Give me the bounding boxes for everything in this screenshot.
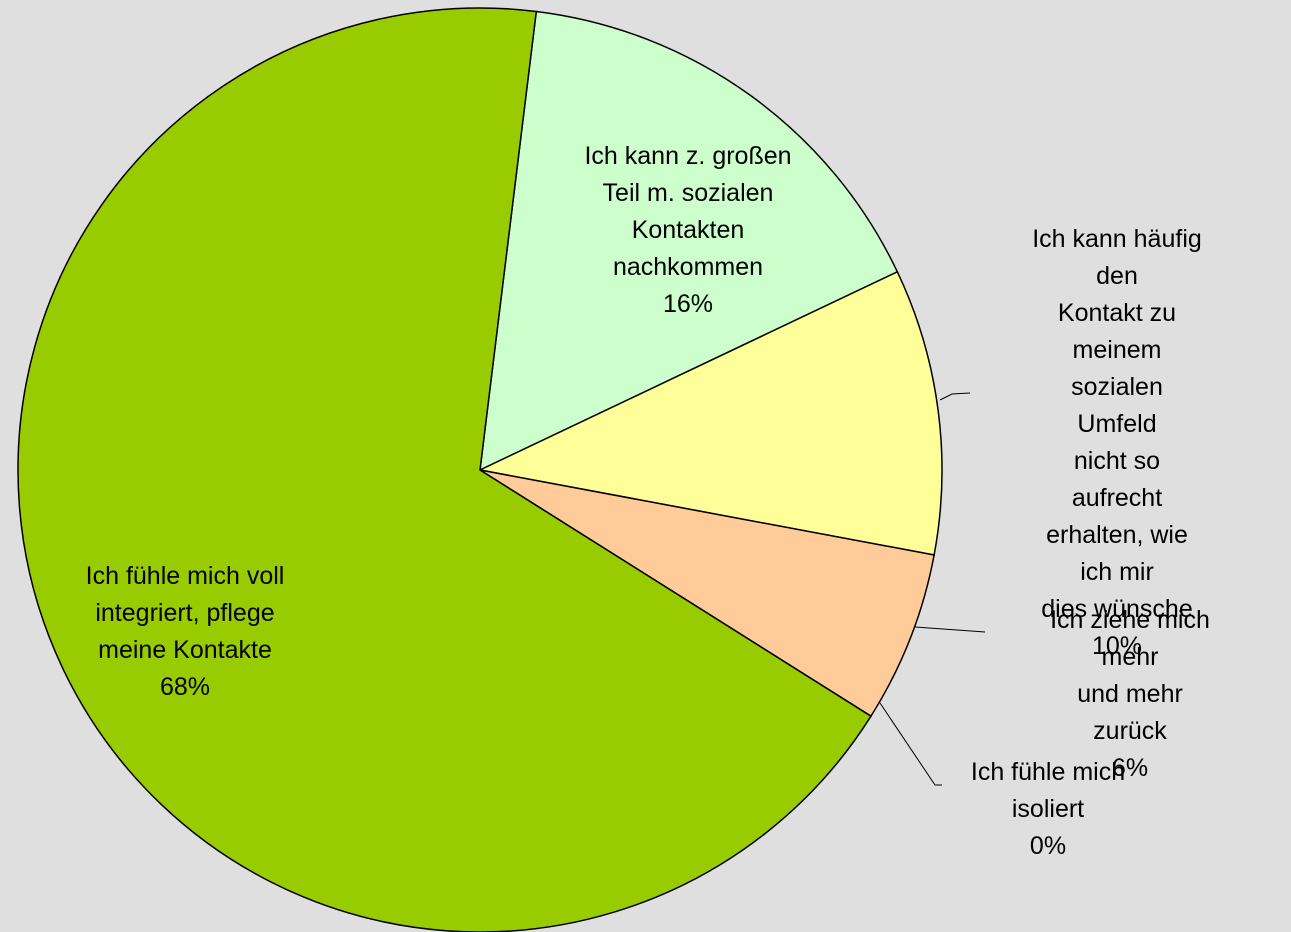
slice-label: Ich ziehe mich mehr und mehr zurück 6% [1050,602,1211,787]
leader-line [914,626,986,633]
slice-value: 6% [1111,754,1149,782]
slice-name: Ich kann häufig den Kontakt zu meinem so… [1032,225,1202,623]
slice-value: 16% [662,290,714,318]
slice-name: Ich ziehe mich mehr und mehr zurück [1050,606,1210,745]
slice-value: 10% [1091,632,1143,660]
pie-slice [17,7,872,932]
slice-name: Ich fühle mich isoliert [970,758,1126,823]
slice-label: Ich kann z. großen Teil m. sozialen Kont… [584,138,791,323]
pie-slice [479,469,935,718]
leader-line [939,392,971,401]
pie-slice [479,10,899,472]
slice-label: Ich fühle mich isoliert 0% [971,754,1125,865]
slice-label: Ich kann häufig den Kontakt zu meinem so… [1030,221,1204,665]
leader-line [879,702,942,786]
slice-value: 68% [159,673,211,701]
slice-name: Ich fühle mich voll integriert, pflege m… [85,562,285,664]
pie-slice [477,270,943,556]
slice-name: Ich kann z. großen Teil m. sozialen Kont… [584,142,792,281]
slice-value: 0% [1029,832,1067,860]
slice-label: Ich fühle mich voll integriert, pflege m… [86,558,285,706]
